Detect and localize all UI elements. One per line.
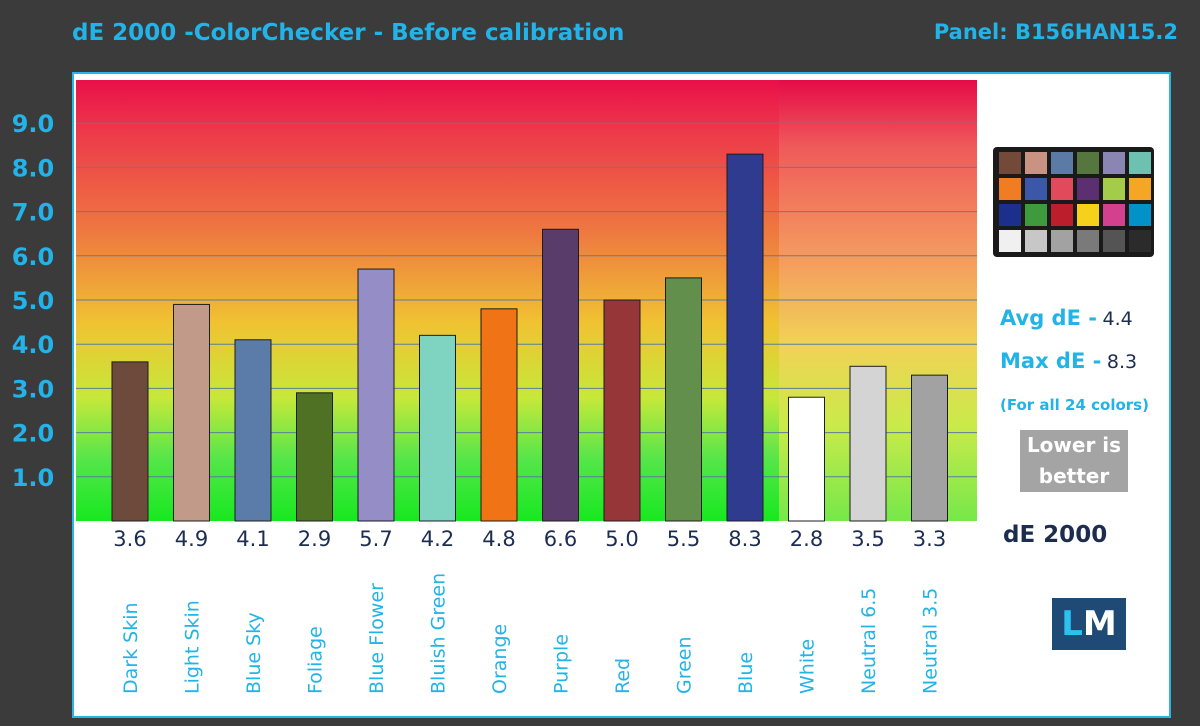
- avg-de-label: Avg dE -: [1000, 306, 1097, 330]
- swatch: [999, 204, 1021, 226]
- value-label: 3.5: [851, 527, 884, 551]
- y-tick-labels: 1.0 2.0 3.0 4.0 5.0 6.0 7.0 8.0 9.0: [12, 110, 55, 492]
- lower-is-better-badge: Lower is better: [1020, 430, 1128, 492]
- lower-is-better-line2: better: [1038, 464, 1110, 488]
- category-label: Neutral 6.5: [858, 588, 880, 694]
- max-de: Max dE - 8.3: [1000, 349, 1137, 373]
- colorchecker-swatch: [993, 147, 1154, 257]
- category-labels: Dark Skin Light Skin Blue Sky Foliage Blue F…: [120, 573, 942, 694]
- swatch: [1051, 230, 1073, 252]
- value-labels: 3.6 4.9 4.1 2.9 5.7 4.2 4.8 6.6 5.0 5.5 8.3 2.8 3.5 3…: [113, 527, 946, 551]
- category-label: Purple: [551, 634, 573, 694]
- swatch: [1103, 204, 1125, 226]
- swatch: [999, 152, 1021, 174]
- bar: [111, 361, 149, 522]
- swatch: [1077, 204, 1099, 226]
- grid-lines: [76, 122, 977, 478]
- swatch: [1025, 152, 1047, 174]
- bar: [849, 365, 887, 522]
- category-label: White: [797, 639, 819, 694]
- bar: [726, 153, 764, 522]
- swatch: [1025, 204, 1047, 226]
- swatch: [1103, 152, 1125, 174]
- swatch: [1103, 178, 1125, 200]
- swatch: [1129, 204, 1151, 226]
- bar: [173, 303, 210, 522]
- value-label: 5.7: [359, 527, 392, 551]
- chart-title: dE 2000 -ColorChecker - Before calibrati…: [72, 20, 625, 46]
- bar: [419, 334, 456, 522]
- category-label: Blue: [735, 652, 757, 694]
- bar: [357, 268, 395, 522]
- value-label: 4.9: [175, 527, 208, 551]
- category-label: Light Skin: [182, 600, 204, 694]
- swatch: [1129, 178, 1151, 200]
- avg-de: Avg dE - 4.4: [1000, 306, 1133, 330]
- y-tick-label: 3.0: [12, 375, 55, 403]
- y-tick-label: 6.0: [12, 243, 55, 271]
- category-label: Orange: [489, 624, 511, 694]
- value-label: 4.8: [482, 527, 515, 551]
- bar: [296, 392, 333, 522]
- logo-letter-l: L: [1061, 604, 1083, 644]
- bar: [788, 396, 825, 522]
- metric-label: dE 2000: [1003, 522, 1108, 548]
- y-tick-label: 5.0: [12, 287, 55, 315]
- category-label: Dark Skin: [120, 602, 142, 694]
- value-label: 2.9: [298, 527, 331, 551]
- y-tick-label: 7.0: [12, 199, 55, 227]
- swatch: [999, 230, 1021, 252]
- y-tick-label: 8.0: [12, 154, 55, 182]
- colors-note: (For all 24 colors): [1000, 396, 1149, 414]
- value-label: 6.6: [544, 527, 577, 551]
- value-label: 8.3: [728, 527, 761, 551]
- category-label: Blue Flower: [366, 583, 388, 694]
- y-tick-label: 9.0: [12, 110, 55, 138]
- swatch: [1025, 178, 1047, 200]
- bar: [234, 339, 272, 522]
- swatch: [1051, 178, 1073, 200]
- value-label: 2.8: [790, 527, 823, 551]
- swatch: [1103, 230, 1125, 252]
- max-de-value: 8.3: [1106, 351, 1138, 373]
- value-label: 3.3: [913, 527, 946, 551]
- y-tick-label: 2.0: [12, 420, 55, 448]
- category-label: Green: [674, 636, 696, 694]
- logo-letter-m: M: [1082, 604, 1117, 644]
- value-label: 4.1: [236, 527, 269, 551]
- category-label: Blue Sky: [243, 612, 265, 694]
- swatch: [1051, 204, 1073, 226]
- y-tick-label: 4.0: [12, 331, 55, 359]
- value-label: 5.0: [605, 527, 638, 551]
- value-label: 5.5: [667, 527, 700, 551]
- lower-is-better-line1: Lower is: [1026, 433, 1122, 457]
- max-de-label: Max dE -: [1000, 349, 1102, 373]
- swatch: [1129, 230, 1151, 252]
- swatch: [999, 178, 1021, 200]
- bar: [542, 228, 579, 522]
- bars: [111, 153, 948, 522]
- y-tick-label: 1.0: [12, 464, 55, 492]
- value-label: 3.6: [113, 527, 146, 551]
- swatch: [1129, 152, 1151, 174]
- category-label: Neutral 3.5: [920, 588, 942, 694]
- category-label: Bluish Green: [428, 573, 450, 694]
- bar: [480, 308, 518, 522]
- bar: [665, 277, 702, 522]
- category-label: Red: [612, 658, 634, 694]
- swatch: [1025, 230, 1047, 252]
- swatch: [1051, 152, 1073, 174]
- panel-label: Panel: B156HAN15.2: [933, 20, 1178, 44]
- avg-de-value: 4.4: [1102, 308, 1133, 330]
- category-label: Foliage: [305, 626, 327, 694]
- swatch: [1077, 178, 1099, 200]
- swatch: [1077, 152, 1099, 174]
- swatch: [1077, 230, 1099, 252]
- bar: [911, 374, 948, 522]
- value-label: 4.2: [421, 527, 454, 551]
- bar: [603, 299, 641, 522]
